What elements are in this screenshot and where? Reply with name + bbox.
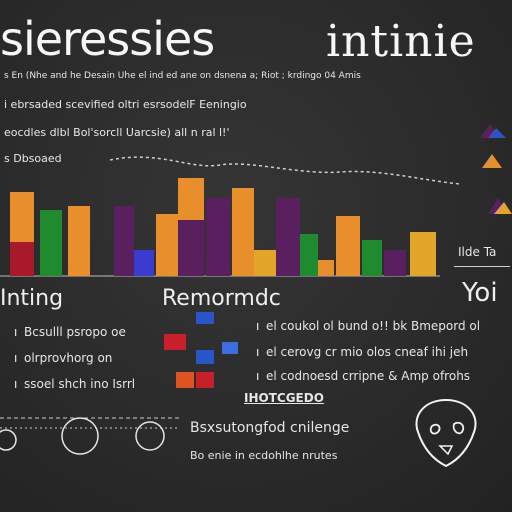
swatch-red-2 (196, 372, 214, 388)
swatch-blue-3 (222, 342, 238, 354)
right-note-3: ı el codnoesd crripne & Amp ofrohs (256, 369, 471, 383)
bar (68, 206, 90, 276)
left-note-1: ı Bcsulll psropo oe (14, 325, 126, 339)
left-note-2: ı olrprovhorg on (14, 351, 113, 365)
bar (206, 198, 230, 276)
bar (178, 220, 204, 276)
side-caption: Ilde Ta (458, 245, 497, 259)
mountain-icon (480, 124, 512, 214)
bottom-subtext: Bo enie in ecdohlhe nrutes (190, 449, 338, 462)
bar (178, 178, 204, 220)
bar (232, 188, 254, 276)
swatch-blue-2 (196, 350, 214, 364)
bottom-heading: Bsxsutongfod cnilenge (190, 420, 350, 436)
bar (318, 260, 334, 276)
legend-line-1: i ebrsaded scevified oltri esrsodelF Een… (4, 98, 247, 111)
title-left: sieressies (0, 12, 215, 66)
bar (362, 240, 382, 276)
mid-label: IHOTCGEDO (244, 391, 324, 405)
title-right: intinie (326, 16, 476, 67)
bar (114, 206, 134, 276)
bar (410, 232, 436, 276)
legend-line-3: s Dbsoaed (4, 152, 62, 165)
right-note-1: ı el coukol ol bund o!! bk Bmepord ol (256, 319, 481, 333)
bar (276, 198, 300, 276)
swatch-orange (176, 372, 194, 388)
skull-doodle-icon (415, 398, 477, 468)
bar (254, 250, 276, 276)
swatch-red (164, 334, 186, 350)
section-label-right: Yoi (462, 278, 498, 308)
subtitle-row: s En (Nhe and he Desain Uhe el ind ed an… (4, 71, 361, 81)
bar (156, 214, 178, 276)
bar (384, 250, 406, 276)
bar (134, 250, 154, 276)
legend-line-2: eocdles dlbl Bol'sorcll Uarcsie) all n r… (4, 126, 230, 139)
doodle-connectors (0, 417, 180, 455)
bar (40, 210, 62, 276)
trend-line (109, 156, 461, 185)
section-label-middle: Remormdc (162, 286, 281, 311)
side-rule (454, 266, 510, 267)
right-note-2: ı el cerovg cr mio olos cneaf ihi jeh (256, 345, 469, 359)
bar (336, 216, 360, 276)
section-label-left: Inting (0, 286, 64, 311)
bar (10, 242, 34, 276)
swatch-blue (196, 312, 214, 324)
left-note-3: ı ssoel shch ino Isrrl (14, 377, 136, 391)
bar (300, 234, 318, 276)
bar-graphic (0, 156, 461, 277)
